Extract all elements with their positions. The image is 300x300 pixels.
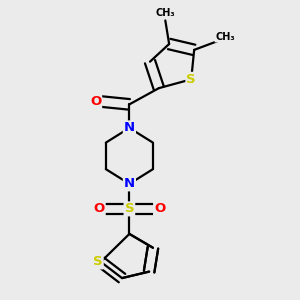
Text: N: N xyxy=(124,122,135,134)
Text: S: S xyxy=(186,73,196,86)
Text: CH₃: CH₃ xyxy=(155,8,175,18)
Text: S: S xyxy=(124,202,134,215)
Text: S: S xyxy=(93,255,103,268)
Text: O: O xyxy=(93,202,105,215)
Text: N: N xyxy=(124,177,135,190)
Text: CH₃: CH₃ xyxy=(215,32,235,42)
Text: O: O xyxy=(154,202,165,215)
Text: O: O xyxy=(90,95,101,108)
